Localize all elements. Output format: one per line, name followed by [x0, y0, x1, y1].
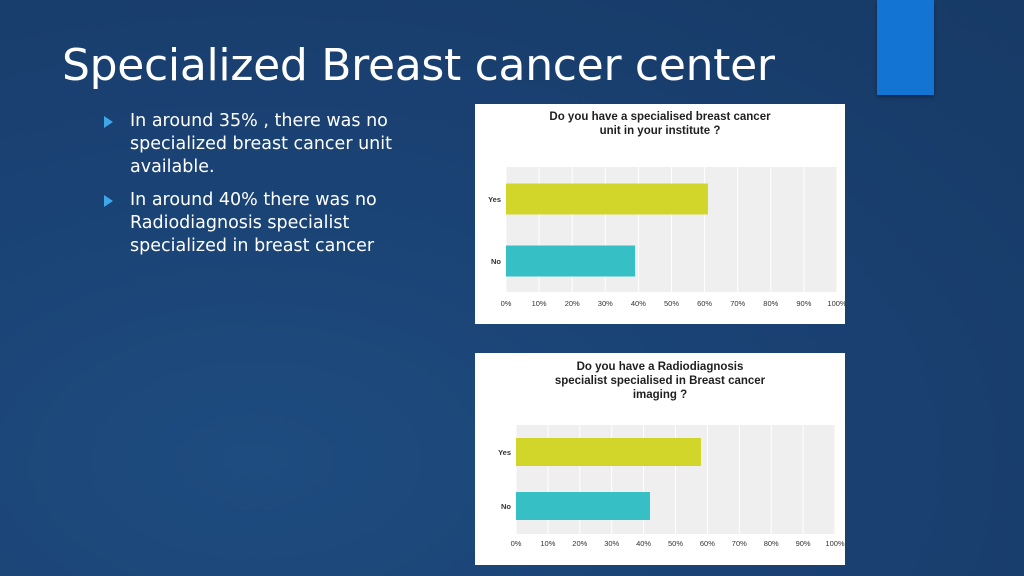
x-tick-label: 10%: [540, 539, 555, 548]
chart-title: Do you have a Radiodiagnosis specialist …: [475, 360, 845, 402]
bar: [506, 183, 708, 215]
x-tick-label: 90%: [796, 539, 811, 548]
y-category-label: No: [501, 502, 511, 511]
chart-title-line: Do you have a specialised breast cancer: [549, 111, 771, 123]
x-tick-label: 40%: [636, 539, 651, 548]
x-tick-label: 0%: [501, 299, 512, 308]
bullet-item: In around 35% , there was no specialized…: [104, 110, 434, 179]
slide-title: Specialized Breast cancer center: [62, 40, 775, 91]
x-tick-label: 100%: [825, 539, 845, 548]
x-tick-label: 100%: [827, 299, 845, 308]
x-tick-label: 50%: [664, 299, 679, 308]
chart-title-line: specialist specialised in Breast cancer: [554, 375, 766, 387]
x-tick-label: 20%: [565, 299, 580, 308]
bullet-arrow-icon: [104, 116, 113, 128]
bullet-text: In around 35% , there was no specialized…: [130, 111, 392, 177]
x-tick-label: 30%: [604, 539, 619, 548]
x-tick-label: 0%: [511, 539, 522, 548]
bar: [516, 492, 650, 520]
x-tick-label: 70%: [730, 299, 745, 308]
x-tick-label: 20%: [572, 539, 587, 548]
y-category-label: Yes: [498, 448, 511, 457]
accent-block: [877, 0, 934, 95]
x-tick-label: 80%: [764, 539, 779, 548]
x-tick-label: 60%: [697, 299, 712, 308]
chart-title-line: imaging ?: [632, 389, 688, 401]
x-tick-label: 60%: [700, 539, 715, 548]
chart-radiodiagnosis-specialist: Do you have a Radiodiagnosis specialist …: [475, 353, 845, 565]
bar-chart-svg: 0% 10% 20% 30% 40% 50% 60% 70% 80% 90% 100% Yes No: [498, 425, 845, 548]
x-tick-label: 50%: [668, 539, 683, 548]
chart-title: Do you have a specialised breast cancer …: [475, 110, 845, 138]
chart-title-line: Do you have a Radiodiagnosis: [576, 361, 744, 373]
chart-title-line: unit in your institute ?: [599, 125, 721, 137]
x-tick-label: 80%: [763, 299, 778, 308]
x-tick-label: 70%: [732, 539, 747, 548]
bullet-text: In around 40% there was no Radiodiagnosi…: [130, 190, 377, 256]
x-tick-label: 30%: [598, 299, 613, 308]
x-tick-label: 10%: [532, 299, 547, 308]
chart-specialised-unit: Do you have a specialised breast cancer …: [475, 104, 845, 324]
bar: [516, 438, 702, 466]
bullet-list: In around 35% , there was no specialized…: [104, 110, 434, 268]
x-tick-label: 40%: [631, 299, 646, 308]
bullet-arrow-icon: [104, 195, 113, 207]
bar-chart-svg: 0% 10% 20% 30% 40% 50% 60% 70% 80% 90% 100% Yes No: [488, 167, 845, 308]
bar: [506, 245, 636, 277]
y-category-label: No: [491, 257, 501, 266]
bullet-item: In around 40% there was no Radiodiagnosi…: [104, 189, 434, 258]
y-category-label: Yes: [488, 195, 501, 204]
x-tick-label: 90%: [796, 299, 811, 308]
